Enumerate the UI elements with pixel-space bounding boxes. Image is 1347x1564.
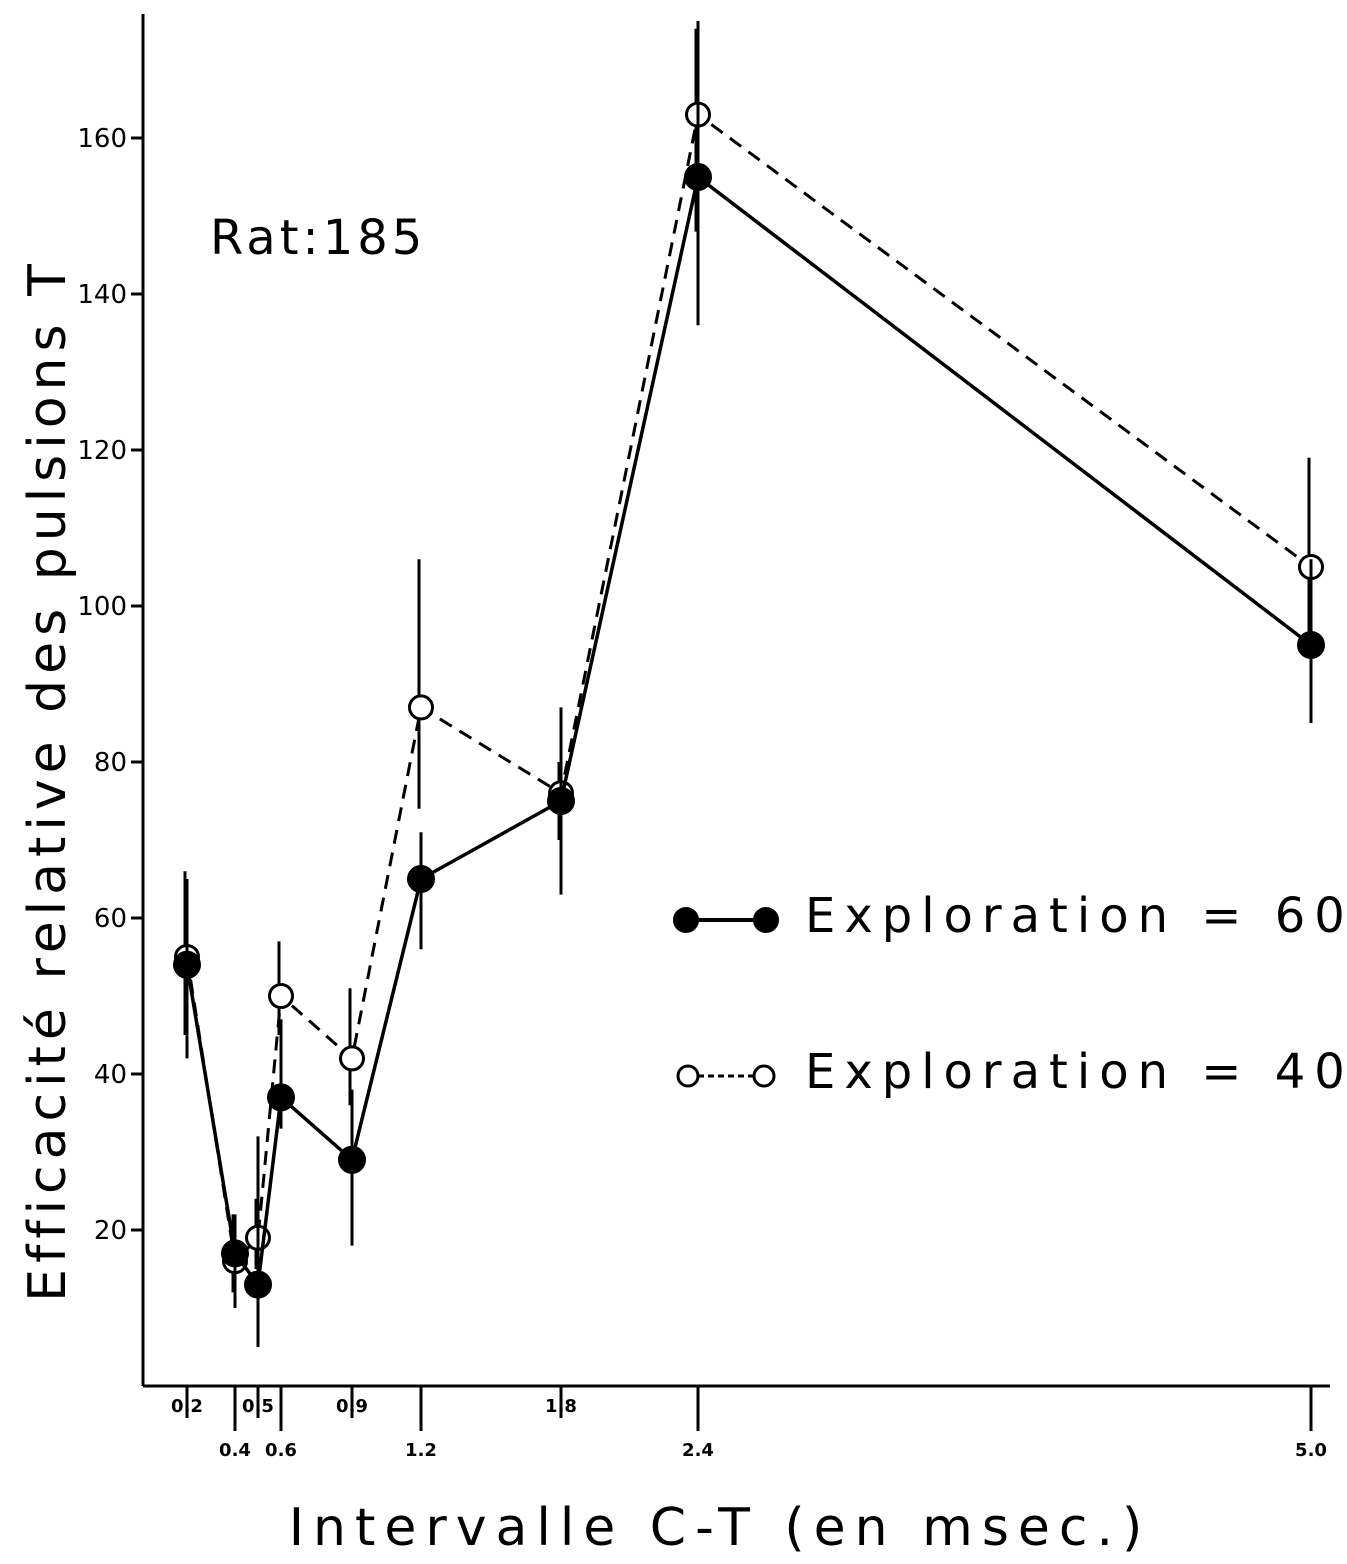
legend-label-exploration-60: Exploration = 60: [805, 888, 1347, 944]
y-ticks: 20 40 60 80 100 120 140 160: [77, 124, 143, 1246]
data-point: [684, 163, 712, 191]
x-tick-label: 1.8: [545, 1396, 577, 1417]
x-tick-label: 0.4: [219, 1440, 251, 1461]
data-point: [1297, 631, 1325, 659]
x-tick-label: 5.0: [1295, 1440, 1327, 1461]
y-tick-label: 20: [94, 1216, 127, 1246]
y-tick-label: 100: [77, 592, 127, 622]
series-exploration-60: [173, 21, 1325, 1347]
x-ticks: 0.2 0.5 0.9 1.8 0.4 0.6 1.2 2.4 5.0: [171, 1386, 1327, 1461]
y-tick-label: 160: [77, 124, 127, 154]
y-tick-label: 140: [77, 280, 127, 310]
data-point: [268, 983, 294, 1009]
y-tick-label: 120: [77, 436, 127, 466]
data-point: [339, 1045, 365, 1072]
x-tick-label: 2.4: [682, 1440, 714, 1461]
chart-annotation: Rat:185: [210, 210, 427, 266]
legend-label-exploration-40: Exploration = 40: [805, 1044, 1347, 1100]
data-point: [221, 1239, 249, 1268]
series-line: [185, 173, 1313, 1290]
legend-marker-open: [676, 1064, 700, 1088]
y-tick-label: 60: [94, 904, 127, 934]
data-point: [173, 950, 201, 979]
x-tick-label: 0.9: [336, 1396, 368, 1417]
data-point: [547, 787, 575, 815]
legend-marker-open: [752, 1064, 776, 1088]
x-tick-label: 1.2: [405, 1440, 437, 1461]
axes: [141, 14, 1330, 1388]
series-layer: [173, 21, 1325, 1347]
data-point: [244, 1270, 272, 1299]
y-axis-label: Efficacité relative des pulsions T: [18, 258, 78, 1302]
data-point: [338, 1145, 366, 1174]
y-tick-label: 40: [94, 1060, 127, 1090]
legend-marker-filled: [673, 907, 699, 933]
legend-marks: [673, 907, 779, 1088]
y-tick-label: 80: [94, 748, 127, 778]
x-tick-label: 0.6: [265, 1440, 297, 1461]
data-point: [408, 694, 434, 721]
data-point: [267, 1083, 295, 1112]
legend-marker-filled: [753, 907, 779, 933]
x-tick-label: 0.2: [171, 1396, 203, 1417]
data-point: [407, 865, 435, 893]
x-tick-label: 0.5: [242, 1396, 274, 1417]
x-axis-label: Intervalle C-T (en msec.): [288, 1498, 1152, 1558]
